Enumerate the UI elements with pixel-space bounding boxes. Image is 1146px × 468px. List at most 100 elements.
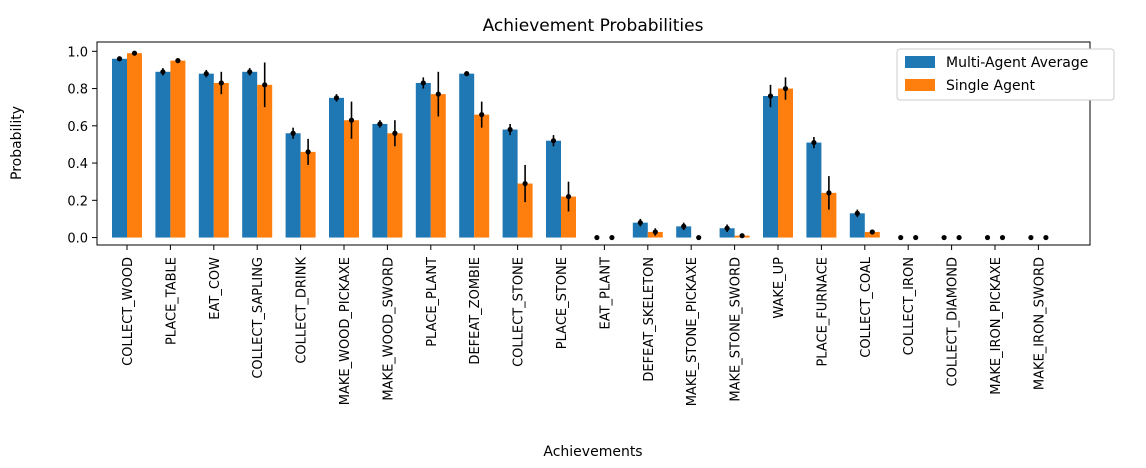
y-tick-label: 1.0 [67,45,88,60]
x-tick-label: PLACE_TABLE [164,257,179,345]
bar-single-agent [430,94,446,238]
mean-marker [984,234,991,241]
y-axis-label: Probability [9,106,25,180]
bars [112,53,880,238]
mean-marker [869,229,875,235]
mean-marker [479,112,485,118]
x-tick-label: DEFEAT_ZOMBIE [468,257,483,365]
mean-marker [724,225,730,231]
mean-marker [941,234,947,241]
mean-marker [290,130,296,136]
x-tick-label: EAT_PLANT [598,257,613,330]
mean-marker [999,234,1006,241]
legend-swatch [905,79,935,91]
bar-multi-agent [372,123,388,238]
mean-marker [826,190,832,196]
x-tick-label: COLLECT_WOOD [121,257,136,366]
mean-marker [377,121,383,127]
mean-marker [262,82,268,88]
bar-multi-agent [329,97,344,238]
bar-multi-agent [459,73,475,238]
mean-marker [681,223,687,229]
mean-marker [1028,234,1034,241]
mean-marker [420,80,426,86]
bar-multi-agent [806,142,822,238]
bar-single-agent [517,183,533,238]
y-tick-label: 0.4 [67,157,88,172]
bar-multi-agent [719,228,735,238]
y-tick-label: 0.6 [67,120,88,135]
x-tick-label: MAKE_WOOD_PICKAXE [338,257,353,405]
x-tick-label: COLLECT_DIAMOND [946,257,961,386]
bar-single-agent [127,53,142,238]
x-tick-label: COLLECT_IRON [902,257,917,355]
mean-marker [348,117,355,123]
y-tick-label: 0.8 [67,83,88,98]
x-tick-label: MAKE_IRON_SWORD [1032,257,1047,390]
x-tick-label: MAKE_STONE_SWORD [729,257,744,402]
mean-marker [609,234,615,241]
y-tick-label: 0.0 [67,232,88,247]
mean-marker [782,85,789,92]
mean-marker [392,130,398,136]
mean-marker [507,126,513,133]
bar-multi-agent [849,213,865,238]
mean-marker [116,56,123,62]
mean-marker [696,234,702,241]
plot-frame [96,41,1091,246]
bar-multi-agent [285,133,301,238]
chart-title: Achievement Probabilities [483,16,704,36]
legend-swatch [905,56,935,68]
bar-single-agent [778,88,793,238]
bar-single-agent [474,114,490,238]
x-tick-label: MAKE_WOOD_SWORD [381,257,396,401]
mean-marker [913,234,919,241]
bar-multi-agent [632,222,648,238]
x-tick-label: PLACE_FURNACE [815,257,830,367]
mean-marker [767,93,774,99]
x-axis-label: Achievements [543,444,642,460]
mean-marker [956,234,962,241]
bar-multi-agent [502,129,518,238]
legend-box [896,48,1115,101]
bar-single-agent [864,231,880,238]
mean-marker [305,149,311,155]
mean-marker [565,193,572,200]
x-ticks: COLLECT_WOOD PLACE_TABLE EAT_COW COLLECT_SA… [121,245,1047,406]
mean-marker [464,71,470,77]
legend-label: Multi-Agent Average [946,55,1088,71]
x-tick-label: COLLECT_SAPLING [251,257,266,379]
bar-single-agent [300,151,316,238]
bar-multi-agent [415,82,431,238]
bar-single-agent [821,192,837,238]
y-tick-label: 0.2 [67,194,88,209]
x-tick-label: PLACE_PLANT [425,257,440,347]
x-tick-label: DEFEAT_SKELETON [642,257,657,382]
x-tick-label: COLLECT_DRINK [295,257,310,364]
x-tick-label: COLLECT_STONE [512,257,527,367]
x-tick-label: PLACE_STONE [555,257,570,349]
legend-label: Single Agent [946,78,1035,94]
x-tick-label: MAKE_STONE_PICKAXE [685,257,700,406]
y-ticks: 0.0 0.2 0.4 0.6 0.8 1.0 [67,45,97,247]
mean-marker [522,180,528,187]
bar-multi-agent [763,96,778,238]
mean-marker [160,69,166,75]
bar-multi-agent [242,71,258,238]
bar-multi-agent [546,140,561,238]
x-tick-label: COLLECT_COAL [859,256,874,358]
legend: Multi-Agent Average Single Agent [896,48,1115,101]
mean-marker [435,91,441,97]
mean-marker [175,58,181,64]
mean-marker [652,229,658,235]
x-tick-label: MAKE_IRON_PICKAXE [989,257,1004,395]
bar-single-agent [344,120,359,238]
x-tick-label: WAKE_UP [772,257,787,319]
mean-marker [594,234,600,241]
mean-marker [131,50,138,56]
mean-marker [218,80,224,86]
bar-multi-agent [155,71,171,238]
mean-marker [550,138,557,144]
mean-marker [247,69,253,75]
